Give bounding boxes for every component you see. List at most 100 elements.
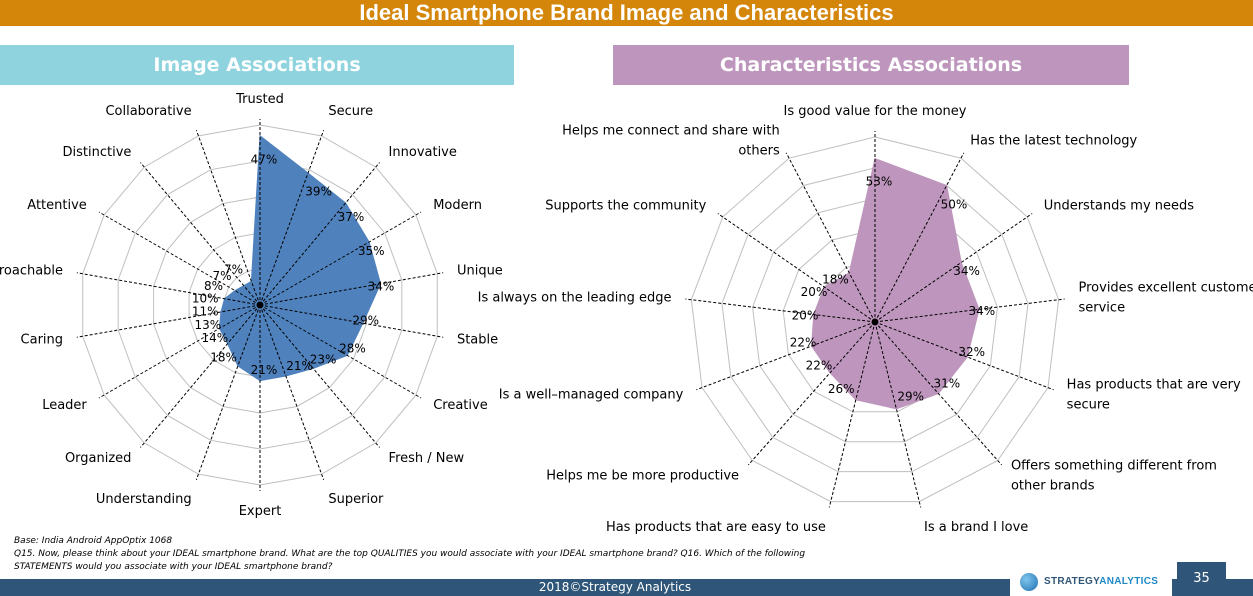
characteristics-category-label-line: other brands [1011,478,1095,493]
characteristics-category-label-line: secure [1067,398,1110,413]
characteristics-category-label-is-good-value-for-the-money: Is good value for the money [784,104,967,119]
image-spoke [259,304,380,448]
characteristics-category-label-is-a-well-managed-company: Is a well–managed company [499,388,684,403]
image-category-label-understanding: Understanding [96,492,192,507]
image-value-label-attentive: 8% [204,279,223,293]
characteristics-spoke [717,213,876,323]
characteristics-category-label-line: Offers something different from [1011,458,1217,473]
footer-bar [0,579,1253,596]
strategy-analytics-logo: STRATEGYANALYTICS [1044,576,1158,587]
characteristics-category-label-understands-my-needs: Understands my needs [1044,199,1195,214]
image-value-label-secure: 39% [305,185,332,199]
characteristics-value-label-understands-my-needs: 34% [953,264,980,278]
image-spoke [259,304,422,399]
characteristics-spoke [785,152,876,323]
image-spoke [98,211,261,306]
image-associations-header: Image Associations [0,45,514,85]
logo-suffix: ANALYTICS [1099,576,1159,587]
image-spoke [140,162,261,306]
page-title: Ideal Smartphone Brand Image and Charact… [0,0,1253,26]
image-spoke [195,304,261,480]
characteristics-category-label-supports-the-community: Supports the community [545,199,706,214]
image-category-label-organized: Organized [65,451,132,466]
image-value-label-leader: 13% [194,318,221,332]
characteristics-value-label-helps-me-be-more-productive: 22% [806,359,833,373]
characteristics-value-label-has-products-that-are-very-secure: 32% [958,345,985,359]
image-value-label-modern: 35% [358,244,385,258]
image-category-label-unique: Unique [457,263,503,278]
characteristics-spoke [828,321,876,508]
image-spoke [259,211,422,306]
characteristics-category-label-line: others [738,143,780,158]
characteristics-value-label-has-the-latest-technology: 50% [941,198,968,212]
logo-prefix: STRATEGY [1044,576,1100,587]
characteristics-category-label-helps-me-be-more-productive: Helps me be more productive [546,468,739,483]
footnote-question-cont: STATEMENTS would you associate with your… [14,562,333,572]
characteristics-category-label-is-always-on-the-leading-edge: Is always on the leading edge [478,290,672,305]
characteristics-category-label-has-the-latest-technology: Has the latest technology [970,133,1137,148]
characteristics-category-label-offers-something-different-from-other-brands: Offers something different from other bra… [1011,458,1217,493]
image-category-label-fresh-new: Fresh / New [389,451,465,466]
characteristics-category-label-has-products-that-are-easy-to-use: Has products that are easy to use [606,520,826,535]
characteristics-value-label-has-products-that-are-easy-to-use: 26% [828,382,855,396]
characteristics-spoke [747,321,876,466]
image-spoke [259,304,444,338]
image-value-label-stable: 29% [352,314,379,328]
footnote: Base: India Android AppOptix 1068 Q15. N… [14,535,914,574]
characteristics-category-label-line: Provides excellent customer [1079,280,1253,295]
image-category-label-distinctive: Distinctive [63,145,132,160]
image-value-label-approachable: 10% [192,291,219,305]
characteristics-grid-ring [721,167,1029,473]
image-category-label-trusted: Trusted [235,92,284,107]
image-value-label-collaborative: 7% [224,262,243,276]
image-category-label-innovative: Innovative [389,145,457,160]
image-value-label-innovative: 37% [338,210,365,224]
image-category-label-creative: Creative [433,398,488,413]
characteristics-category-label-is-a-brand-i-love: Is a brand I love [924,520,1028,535]
characteristics-category-label-line: Helps me connect and share with [562,123,780,138]
footnote-question: Q15. Now, please think about your IDEAL … [14,549,806,559]
characteristics-value-label-is-always-on-the-leading-edge: 20% [792,309,819,323]
characteristics-category-label-has-products-that-are-very-secure: Has products that are very secure [1067,378,1241,413]
characteristics-grid-ring [690,136,1060,503]
image-value-label-trusted: 47% [251,152,278,166]
image-category-label-leader: Leader [42,398,87,413]
characteristics-category-label-line: service [1079,300,1126,315]
image-value-label-understanding: 18% [210,350,237,364]
page-number-box [1177,562,1226,596]
image-value-label-unique: 34% [368,280,395,294]
characteristics-spoke [874,298,1065,323]
characteristics-value-label-is-good-value-for-the-money: 53% [866,174,893,188]
characteristics-value-label-is-a-well-managed-company: 22% [790,336,817,350]
image-spoke [259,304,325,480]
image-value-label-fresh-new: 23% [310,353,337,367]
image-value-label-expert: 21% [251,363,278,377]
characteristics-spoke [696,321,876,391]
characteristics-category-label-line: Has products that are very [1067,378,1241,393]
globe-icon [1020,573,1038,591]
characteristics-spoke [685,298,876,323]
characteristics-spoke [874,321,922,508]
image-spoke [140,304,261,448]
copyright-text: 2018©Strategy Analytics [538,580,692,594]
image-spoke [98,304,261,399]
characteristics-value-label-provides-excellent-customer-service: 34% [968,304,995,318]
image-spoke [259,272,444,306]
image-category-label-secure: Secure [328,104,373,119]
page-number: 35 [1193,571,1210,586]
footnote-base: Base: India Android AppOptix 1068 [14,536,173,546]
image-category-label-stable: Stable [457,333,498,348]
characteristics-value-label-is-a-brand-i-love: 29% [897,390,924,404]
characteristics-value-label-helps-me-connect-and-share-with-others: 18% [822,273,849,287]
image-value-label-superior: 21% [286,359,313,373]
image-spoke [76,272,261,306]
image-value-label-organized: 14% [201,331,228,345]
characteristics-associations-header: Characteristics Associations [613,45,1129,85]
characteristics-grid-ring [752,198,998,443]
image-category-label-expert: Expert [239,504,282,519]
characteristics-value-label-supports-the-community: 20% [801,285,828,299]
characteristics-spoke [874,213,1033,323]
characteristics-spoke [874,321,1054,391]
image-category-label-attentive: Attentive [27,198,87,213]
